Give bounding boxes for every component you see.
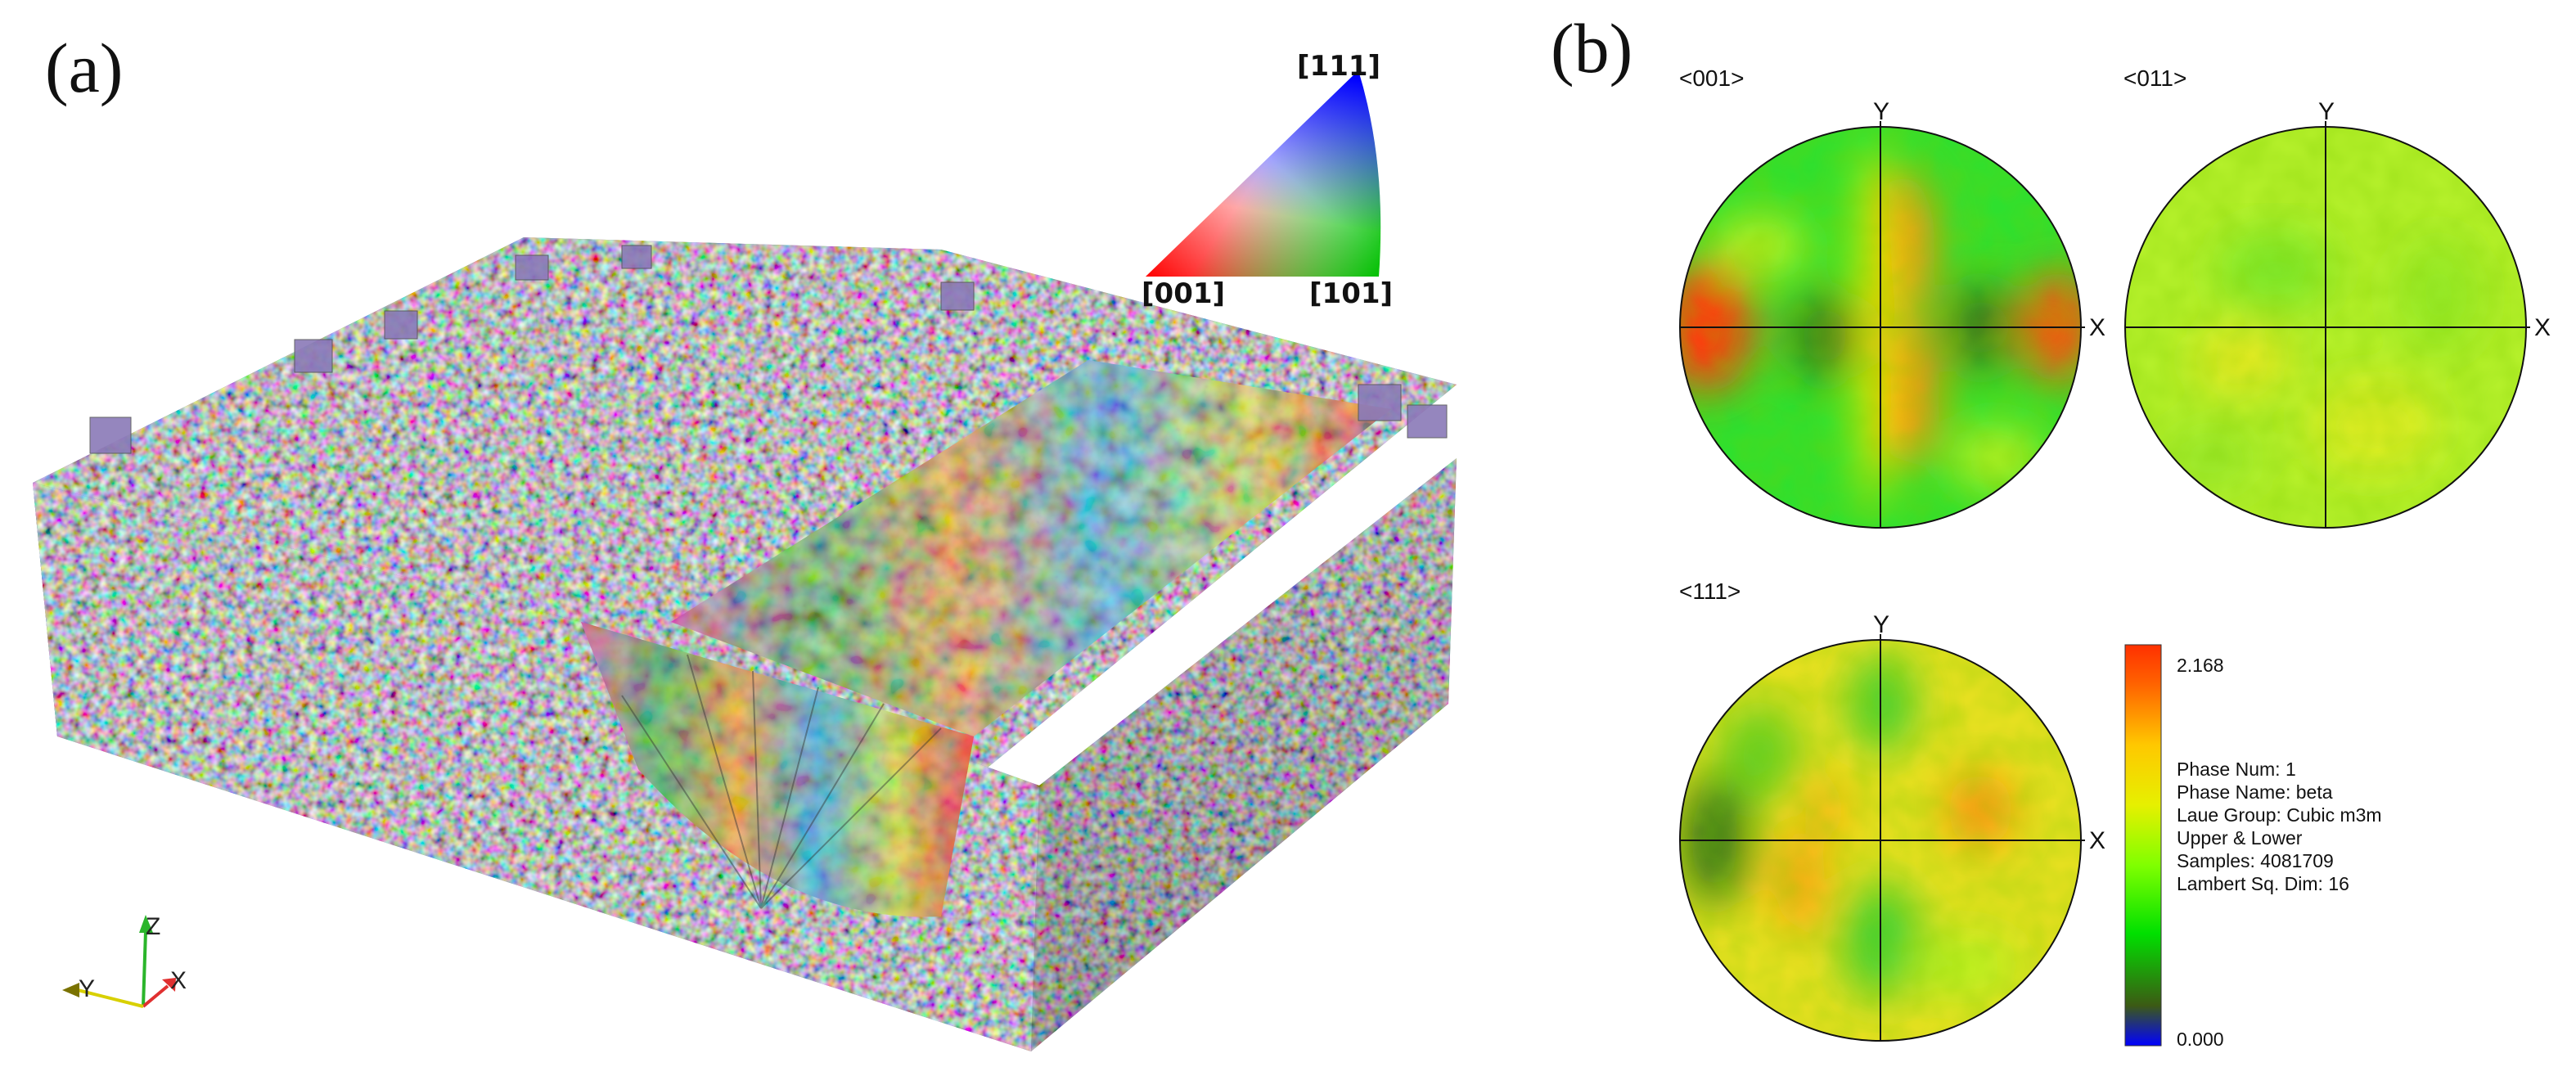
pole-figure-y-label: Y: [1873, 611, 1889, 638]
info-samples: Samples: 4081709: [2177, 850, 2334, 871]
colorbar-gradient: [2124, 644, 2162, 1047]
intensity-colorbar: 2.168 0.000: [2124, 644, 2224, 1050]
ipf-label-001: [001]: [1142, 277, 1225, 310]
microstructure-block: [33, 237, 1457, 1051]
panel-b-label: (b): [1551, 9, 1633, 88]
info-lambert-dim: Lambert Sq. Dim: 16: [2177, 873, 2349, 894]
colorbar-max-label: 2.168: [2177, 655, 2224, 676]
ipf-color-key: [111] [001] [101]: [1142, 50, 1393, 310]
info-hemisphere: Upper & Lower: [2177, 827, 2303, 849]
colorbar-min-label: 0.000: [2177, 1029, 2224, 1050]
info-phase-num: Phase Num: 1: [2177, 759, 2296, 780]
info-phase-name: Phase Name: beta: [2177, 781, 2333, 803]
pole-figure-title: <001>: [1679, 65, 1744, 91]
ipf-label-111: [111]: [1297, 50, 1380, 83]
pole-figure-111: <111> Y X: [1679, 579, 2105, 1042]
pole-figure-y-label: Y: [1873, 98, 1889, 125]
pole-figure-x-label: X: [2534, 314, 2551, 341]
pole-figure-011: <011> Y X: [2123, 65, 2551, 529]
triad-y-label: Y: [79, 975, 95, 1002]
pole-figure-001: <001> Y X: [1679, 65, 2105, 529]
pole-figure-y-label: Y: [2318, 98, 2335, 125]
pole-figure-x-label: X: [2089, 827, 2105, 854]
pole-figure-title: <011>: [2123, 65, 2186, 91]
pole-figure-x-label: X: [2089, 314, 2105, 341]
y-axis-arrow: [77, 988, 144, 1008]
z-axis-arrow: [142, 930, 147, 1007]
x-axis-arrow: [142, 984, 169, 1008]
panel-a-label: (a): [45, 29, 123, 107]
ipf-label-101: [101]: [1309, 277, 1393, 310]
pole-figure-info: Phase Num: 1 Phase Name: beta Laue Group…: [2177, 759, 2382, 894]
triad-z-label: Z: [146, 913, 160, 940]
axes-triad: Z Y X: [62, 913, 187, 1008]
info-laue-group: Laue Group: Cubic m3m: [2177, 804, 2382, 826]
pole-figure-title: <111>: [1679, 579, 1741, 604]
triad-x-label: X: [170, 967, 187, 994]
